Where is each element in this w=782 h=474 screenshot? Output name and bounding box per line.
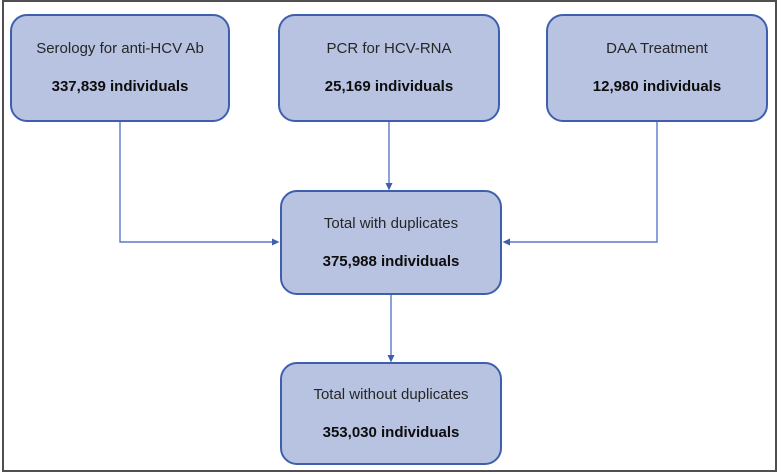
connector-daa-to-total bbox=[502, 122, 658, 246]
box-pcr: PCR for HCV-RNA 25,169 individuals bbox=[278, 14, 500, 122]
box-total-without-duplicates: Total without duplicates 353,030 individ… bbox=[280, 362, 502, 465]
connector-serology-to-total bbox=[119, 122, 280, 246]
box-pcr-label: PCR for HCV-RNA bbox=[326, 40, 452, 57]
box-serology: Serology for anti-HCV Ab 337,839 individ… bbox=[10, 14, 230, 122]
box-daa: DAA Treatment 12,980 individuals bbox=[546, 14, 768, 122]
box-pcr-count: 25,169 individuals bbox=[324, 78, 454, 95]
box-daa-count: 12,980 individuals bbox=[592, 78, 722, 95]
box-total-with-duplicates-label: Total with duplicates bbox=[323, 214, 459, 232]
box-total-with-duplicates: Total with duplicates 375,988 individual… bbox=[280, 190, 502, 295]
box-serology-count: 337,839 individuals bbox=[51, 78, 189, 95]
box-total-with-duplicates-count: 375,988 individuals bbox=[322, 252, 460, 270]
box-serology-label: Serology for anti-HCV Ab bbox=[36, 40, 204, 57]
box-total-without-duplicates-label: Total without duplicates bbox=[313, 385, 469, 403]
box-total-without-duplicates-count: 353,030 individuals bbox=[322, 423, 460, 441]
box-daa-label: DAA Treatment bbox=[606, 40, 708, 57]
